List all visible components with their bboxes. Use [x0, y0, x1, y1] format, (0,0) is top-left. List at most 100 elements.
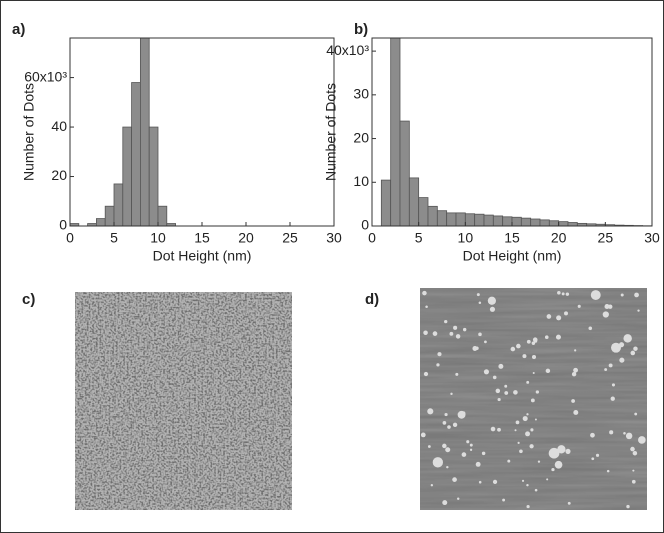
y-tick-label: 20: [51, 167, 67, 183]
bar: [113, 183, 124, 226]
dot: [632, 469, 635, 472]
dot: [516, 343, 521, 349]
dot: [556, 315, 562, 321]
dot: [442, 421, 447, 425]
dot: [490, 426, 496, 432]
dot: [442, 500, 448, 506]
dot: [565, 292, 570, 296]
panel-label: d): [365, 291, 379, 308]
dot: [495, 388, 501, 394]
bar: [492, 215, 504, 226]
dot: [452, 422, 458, 428]
dot: [529, 444, 534, 449]
dot: [422, 290, 427, 296]
x-tick-label: 5: [415, 230, 423, 246]
bar: [502, 216, 513, 226]
y-tick-label: 40x10³: [326, 42, 369, 58]
dot: [571, 399, 575, 403]
dot: [611, 383, 616, 387]
dot: [427, 408, 434, 415]
dot: [609, 430, 614, 435]
y-tick-label: 10: [353, 173, 369, 189]
panel-label: c): [22, 291, 35, 308]
dot: [432, 457, 443, 468]
x-tick-label: 20: [238, 230, 254, 246]
dot: [604, 368, 608, 371]
bar: [157, 205, 168, 226]
x-tick-label: 20: [551, 230, 567, 246]
dot: [590, 290, 601, 301]
dot: [554, 460, 563, 469]
x-tick-label: 15: [194, 230, 210, 246]
dot: [573, 367, 578, 373]
dot: [444, 412, 448, 417]
dot: [546, 478, 549, 481]
x-tick-label: 25: [598, 230, 614, 246]
dot: [590, 432, 595, 438]
dot: [514, 429, 517, 432]
dot: [623, 432, 626, 435]
bar: [520, 217, 532, 226]
dot: [492, 375, 497, 380]
dot: [555, 334, 561, 340]
dot: [472, 346, 478, 351]
dot: [446, 465, 449, 469]
dot: [519, 449, 523, 454]
dot: [504, 384, 508, 388]
x-tick-label: 5: [110, 230, 118, 246]
dot: [478, 332, 482, 337]
bar: [427, 205, 438, 226]
bar: [474, 213, 485, 226]
dot: [483, 369, 490, 375]
dot: [530, 428, 534, 432]
dot: [450, 392, 453, 396]
dot: [444, 319, 448, 324]
x-tick-label: 25: [282, 230, 298, 246]
dot: [630, 446, 635, 452]
dot: [478, 480, 482, 484]
dot: [557, 291, 561, 295]
dot: [452, 477, 457, 482]
bar: [511, 216, 522, 226]
dot: [425, 305, 428, 308]
dot: [630, 350, 636, 356]
bar: [380, 179, 392, 226]
dot: [637, 309, 640, 312]
y-tick-label: 0: [59, 217, 67, 233]
bar: [390, 38, 401, 226]
x-tick-label: 10: [150, 230, 166, 246]
dot: [618, 342, 625, 348]
dot: [526, 483, 529, 487]
dot: [530, 398, 535, 403]
dot: [513, 390, 518, 395]
image-c: [75, 292, 292, 510]
dot: [591, 457, 595, 461]
dot: [604, 303, 610, 310]
dot: [631, 479, 636, 484]
dot: [497, 397, 501, 402]
bar: [399, 120, 410, 226]
y-tick-label: 40: [51, 118, 67, 134]
dot: [534, 488, 538, 492]
y-tick-label: 20: [353, 129, 369, 145]
x-axis-label: Dot Height (nm): [463, 248, 562, 264]
bar: [548, 220, 560, 226]
bar: [436, 210, 448, 226]
dot: [534, 418, 537, 421]
panel-label: b): [354, 21, 368, 38]
y-tick-label: 30: [353, 86, 369, 102]
dot: [445, 447, 451, 453]
x-tick-label: 30: [644, 230, 660, 246]
dot: [526, 413, 529, 416]
bar: [418, 197, 429, 226]
dot: [430, 484, 434, 487]
dot: [619, 357, 625, 363]
bar: [148, 126, 159, 226]
dot: [423, 371, 429, 377]
dot: [610, 396, 615, 401]
bar: [558, 221, 569, 226]
dot: [484, 340, 487, 344]
dot: [456, 497, 460, 500]
dot: [461, 411, 466, 415]
dot: [517, 441, 520, 445]
